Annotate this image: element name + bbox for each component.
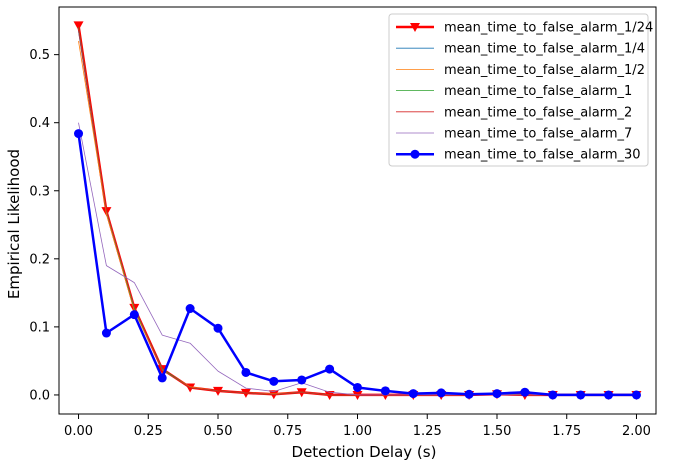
- x-tick-label: 0.75: [273, 424, 302, 439]
- data-point: [240, 388, 251, 398]
- x-tick-label: 1.25: [413, 424, 442, 439]
- data-point: [325, 364, 335, 374]
- data-point: [576, 390, 586, 400]
- data-point: [101, 328, 111, 338]
- data-point: [157, 373, 167, 383]
- data-point: [129, 310, 139, 320]
- x-axis-label: Detection Delay (s): [292, 443, 437, 461]
- data-point: [352, 390, 363, 400]
- data-point: [268, 390, 279, 400]
- series-layer: [73, 21, 642, 400]
- legend-box: [388, 13, 649, 167]
- data-point: [604, 390, 614, 400]
- x-tick-label: 0.50: [204, 424, 233, 439]
- data-point: [520, 387, 530, 397]
- data-point: [353, 382, 362, 392]
- y-axis-label: Empirical Likelihood: [5, 149, 23, 299]
- data-point: [631, 390, 641, 400]
- x-tick-label: 2.00: [622, 424, 651, 439]
- data-point: [436, 388, 446, 398]
- legend-item: mean_time_to_false_alarm_7: [396, 127, 632, 142]
- legend-item: mean_time_to_false_alarm_1/24: [396, 21, 653, 36]
- x-axis: 0.00 0.25 0.50 0.75 1.00 1.25 1.50 1.75 2.00: [64, 414, 651, 439]
- x-tick-label: 1.75: [552, 424, 581, 439]
- x-tick-label: 0.00: [64, 424, 93, 439]
- data-point: [73, 21, 84, 31]
- data-point: [296, 388, 307, 398]
- y-tick-label: 0.1: [29, 320, 50, 335]
- legend-item: mean_time_to_false_alarm_1/4: [396, 42, 645, 57]
- legend-item: mean_time_to_false_alarm_1: [396, 84, 632, 99]
- x-tick-label: 0.25: [134, 424, 163, 439]
- legend: mean_time_to_false_alarm_1/24 mean_time_t…: [388, 13, 653, 167]
- legend-label: mean_time_to_false_alarm_7: [444, 127, 632, 142]
- legend-label: mean_time_to_false_alarm_1: [444, 84, 632, 99]
- data-point: [548, 390, 558, 400]
- data-point: [464, 389, 474, 399]
- legend-marker: [410, 23, 420, 32]
- y-tick-label: 0.0: [29, 388, 50, 403]
- data-point: [297, 375, 307, 385]
- data-point: [185, 304, 195, 314]
- data-point: [74, 129, 84, 139]
- data-point: [213, 323, 223, 333]
- legend-item: mean_time_to_false_alarm_2: [396, 105, 632, 120]
- legend-label: mean_time_to_false_alarm_30: [444, 148, 641, 163]
- data-point: [380, 386, 390, 396]
- legend-label: mean_time_to_false_alarm_2: [444, 105, 632, 120]
- series-6: [74, 129, 641, 400]
- legend-marker: [410, 149, 420, 159]
- legend-item: mean_time_to_false_alarm_1/2: [396, 63, 645, 78]
- legend-label: mean_time_to_false_alarm_1/2: [444, 63, 645, 78]
- data-point: [269, 376, 279, 386]
- y-tick-label: 0.5: [29, 48, 50, 63]
- legend-item: mean_time_to_false_alarm_30: [396, 148, 641, 163]
- legend-label: mean_time_to_false_alarm_1/4: [444, 42, 645, 57]
- x-tick-label: 1.50: [483, 424, 512, 439]
- y-axis: 0.0 0.1 0.2 0.3 0.4 0.5: [29, 48, 59, 403]
- data-point: [241, 367, 251, 377]
- data-point: [492, 389, 502, 399]
- y-tick-label: 0.3: [29, 184, 50, 199]
- data-point: [324, 390, 335, 400]
- y-tick-label: 0.2: [29, 252, 50, 267]
- data-point: [213, 386, 224, 396]
- y-tick-label: 0.4: [29, 116, 50, 131]
- legend-label: mean_time_to_false_alarm_1/24: [444, 21, 653, 36]
- data-point: [408, 389, 418, 399]
- x-tick-label: 1.00: [343, 424, 372, 439]
